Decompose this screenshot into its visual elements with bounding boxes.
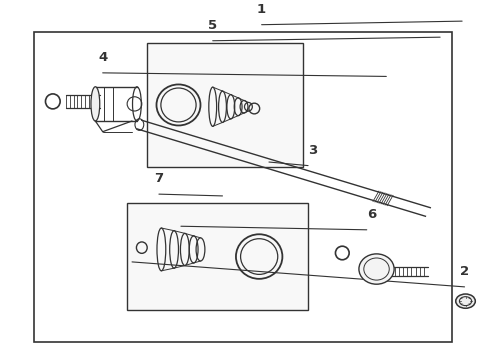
Text: 7: 7 [154, 172, 163, 185]
Bar [146, 42, 303, 167]
Text: 5: 5 [208, 19, 217, 32]
Bar [34, 32, 451, 342]
Ellipse shape [91, 87, 100, 121]
Text: 2: 2 [459, 265, 468, 278]
Text: 6: 6 [366, 208, 375, 221]
Bar [127, 203, 307, 310]
Ellipse shape [455, 294, 474, 308]
Text: 4: 4 [98, 51, 107, 64]
Ellipse shape [358, 254, 393, 284]
Text: 1: 1 [257, 3, 265, 16]
Text: 3: 3 [308, 144, 317, 157]
